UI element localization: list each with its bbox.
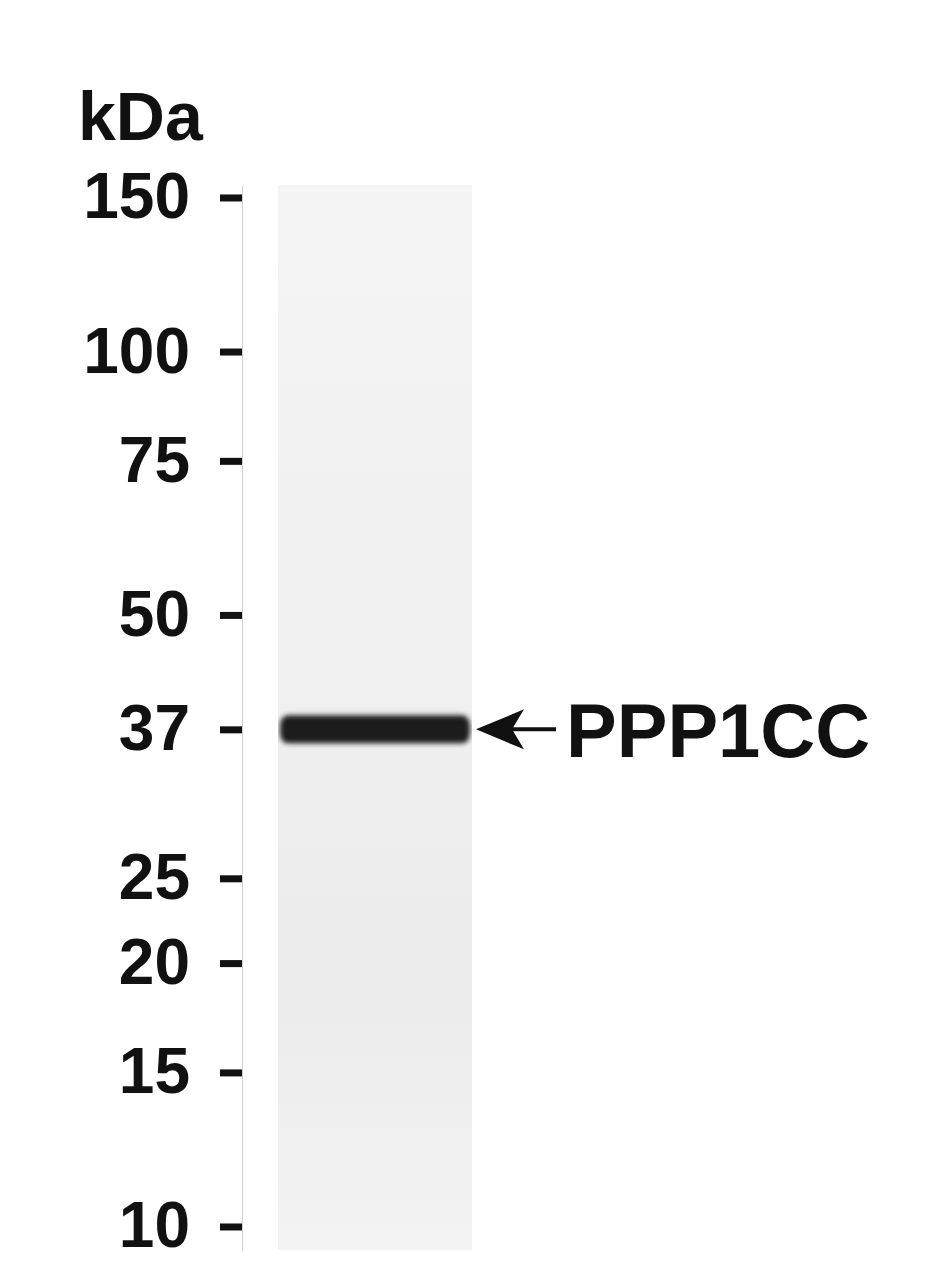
tick-mark xyxy=(220,875,242,882)
tick: 10 xyxy=(119,1189,242,1261)
tick-label: 10 xyxy=(119,1189,190,1261)
tick-mark xyxy=(220,612,242,619)
tick-label: 37 xyxy=(119,692,190,764)
plot-area xyxy=(278,185,472,1250)
tick: 150 xyxy=(83,160,242,232)
tick: 75 xyxy=(119,424,242,496)
tick-label: 50 xyxy=(119,578,190,650)
tick-label: 150 xyxy=(83,160,190,232)
tick-mark xyxy=(220,960,242,967)
tick-mark xyxy=(220,349,242,356)
tick-label: 100 xyxy=(83,315,190,387)
annotation-label: PPP1CC xyxy=(566,688,870,773)
band xyxy=(280,715,470,743)
annotation-arrowhead xyxy=(476,709,524,749)
tick-label: 15 xyxy=(119,1035,190,1107)
annotation: PPP1CC xyxy=(476,688,870,773)
tick: 20 xyxy=(119,926,242,998)
tick-label: 20 xyxy=(119,926,190,998)
y-axis: 10 15 20 25 37 50 75 100 150 xyxy=(83,160,242,1261)
tick: 50 xyxy=(119,578,242,650)
chart: kDa 10 15 20 25 37 50 75 100 150 PPP1CC xyxy=(0,0,942,1280)
tick-mark xyxy=(220,458,242,465)
tick: 100 xyxy=(83,315,242,387)
axis-line xyxy=(242,186,243,1251)
tick: 15 xyxy=(119,1035,242,1107)
tick: 25 xyxy=(119,841,242,913)
tick-label: 75 xyxy=(119,424,190,496)
tick-mark xyxy=(220,194,242,201)
axis-title: kDa xyxy=(78,78,204,154)
tick-mark xyxy=(220,1223,242,1230)
lane xyxy=(278,185,472,1250)
tick: 37 xyxy=(119,692,242,764)
tick-label: 25 xyxy=(119,841,190,913)
tick-mark xyxy=(220,726,242,733)
tick-mark xyxy=(220,1069,242,1076)
